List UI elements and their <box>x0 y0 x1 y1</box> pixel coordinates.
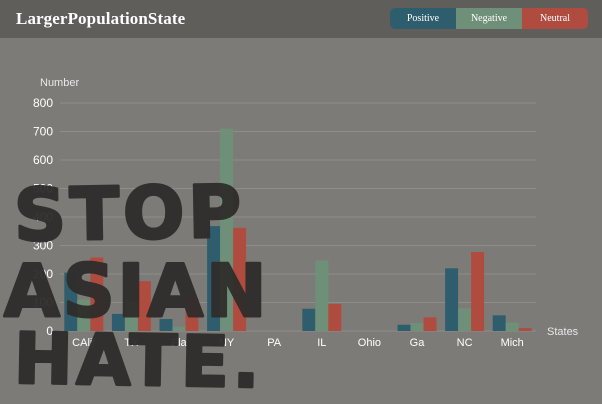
y-tick-label: 200 <box>33 267 53 281</box>
bar-negative <box>172 326 186 331</box>
bar-neutral <box>233 227 247 331</box>
legend: Positive Negative Neutral <box>390 8 588 29</box>
legend-positive-button[interactable]: Positive <box>390 8 456 29</box>
x-tick-label: IL <box>317 337 326 349</box>
bar-neutral <box>90 257 104 331</box>
bar-negative <box>315 260 329 331</box>
x-tick-label: Ga <box>410 337 426 349</box>
x-tick-label: Ohio <box>358 337 381 349</box>
bar-positive <box>492 315 506 331</box>
bar-negative <box>77 299 91 331</box>
bar-negative <box>458 308 472 331</box>
x-tick-label: NY <box>219 337 235 349</box>
x-tick-label: PA <box>267 337 282 349</box>
bar-positive <box>111 313 125 331</box>
x-tick-label: NC <box>457 337 473 349</box>
bar-neutral <box>423 317 437 331</box>
y-tick-label: 600 <box>33 153 53 167</box>
bar-negative <box>410 323 424 331</box>
header-bar: LargerPopulationState Positive Negative … <box>0 0 602 38</box>
y-tick-label: 700 <box>33 125 53 139</box>
legend-neutral-button[interactable]: Neutral <box>522 8 588 29</box>
y-tick-label: 0 <box>46 324 53 338</box>
y-tick-label: 500 <box>33 182 53 196</box>
bar-neutral <box>471 252 485 331</box>
x-tick-label: TX <box>124 337 139 349</box>
y-tick-label: 100 <box>33 296 53 310</box>
page-title: LargerPopulationState <box>16 9 186 28</box>
bar-positive <box>302 308 316 331</box>
bar-positive <box>207 226 221 331</box>
y-tick-label: 800 <box>33 96 53 110</box>
y-tick-label: 400 <box>33 210 53 224</box>
y-tick-label: 300 <box>33 239 53 253</box>
bar-neutral <box>328 303 342 331</box>
bar-neutral <box>518 328 532 331</box>
bar-negative <box>124 301 138 331</box>
bar-positive <box>64 272 78 331</box>
bar-neutral <box>185 298 199 331</box>
x-tick-label: Mich <box>501 337 524 349</box>
y-axis-title: Number <box>40 77 79 89</box>
x-tick-label: CAlif <box>72 337 96 349</box>
x-tick-label: Fla <box>171 337 187 349</box>
bar-negative <box>220 128 234 331</box>
bar-positive <box>397 324 411 331</box>
x-axis-title: States <box>547 326 579 338</box>
bar-neutral <box>137 281 151 331</box>
bar-negative <box>505 322 519 331</box>
bar-positive <box>159 319 173 331</box>
legend-negative-button[interactable]: Negative <box>456 8 522 29</box>
bar-positive <box>445 268 459 331</box>
